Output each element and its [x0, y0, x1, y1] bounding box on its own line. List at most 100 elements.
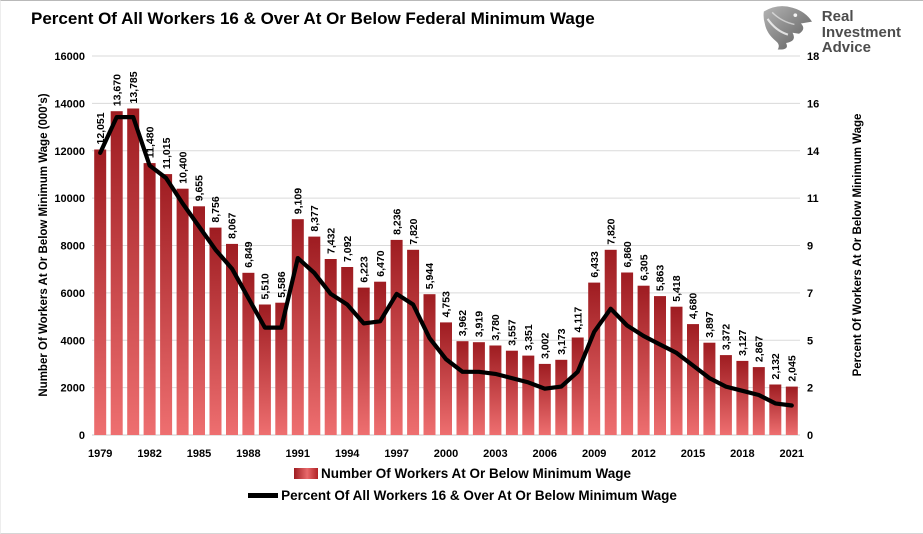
- right-axis-tick-label: 9: [807, 241, 813, 253]
- axis-tick-labels: 0 0 2000 2 4000 5 6000 7 8000 9 10000 11 12000 14 1400…: [54, 51, 820, 460]
- bar-swatch-icon: [293, 468, 318, 479]
- bar-series: [94, 108, 798, 435]
- line-series: [98, 114, 794, 408]
- bar-1982: [143, 163, 156, 435]
- bar-2019: [752, 367, 765, 435]
- x-axis-tick-label: 1979: [88, 448, 112, 460]
- bar-2020: [769, 384, 782, 435]
- legend-label-line: Percent Of All Workers 16 & Over At Or B…: [281, 488, 677, 503]
- bar-value-label: 6,305: [638, 254, 650, 280]
- left-axis-tick-label: 8000: [61, 241, 85, 253]
- right-axis-tick-label: 7: [807, 288, 813, 300]
- bar-1980: [110, 111, 123, 435]
- bar-1991: [291, 219, 304, 435]
- bar-2001: [456, 341, 469, 435]
- bar-1997: [390, 239, 403, 435]
- bar-2004: [505, 350, 518, 435]
- bar-2002: [472, 342, 485, 435]
- bar-value-label: 6,433: [589, 251, 601, 277]
- bar-2003: [489, 345, 502, 435]
- left-axis-tick-label: 2000: [61, 383, 85, 395]
- bar-value-label: 7,820: [408, 218, 420, 244]
- right-axis-tick-label: 14: [807, 146, 820, 158]
- bar-1989: [258, 304, 271, 435]
- right-axis-tick-label: 16: [807, 98, 819, 110]
- bar-value-label: 8,377: [309, 205, 321, 231]
- eagle-icon: [759, 5, 815, 60]
- combo-chart: 12,051 13,670 13,785 11,480 11,015 10,400 9,65…: [38, 51, 864, 460]
- bar-value-label: 5,510: [260, 273, 272, 299]
- right-axis-tick-label: 2: [807, 383, 813, 395]
- bar-value-label: 6,849: [243, 241, 255, 267]
- bar-value-label: 4,680: [688, 293, 700, 319]
- bar-1979: [94, 149, 107, 435]
- bar-2011: [621, 272, 634, 435]
- line-swatch-icon: [248, 493, 279, 498]
- x-axis-tick-label: 2021: [780, 448, 804, 460]
- logo-line-1: Real: [821, 8, 854, 26]
- bar-value-label: 4,753: [441, 291, 453, 317]
- bar-2008: [571, 337, 584, 435]
- bar-value-label: 5,586: [276, 271, 288, 297]
- bar-value-label: 12,051: [95, 112, 107, 144]
- bar-value-label: 6,223: [358, 256, 370, 282]
- bar-2017: [719, 355, 732, 435]
- x-axis-tick-label: 1994: [335, 448, 360, 460]
- bar-value-label: 7,092: [342, 236, 354, 262]
- left-axis-tick-label: 4000: [61, 335, 85, 347]
- chart-title: Percent Of All Workers 16 & Over At Or B…: [31, 9, 595, 28]
- bar-value-label: 3,919: [474, 311, 486, 337]
- bar-value-label: 13,785: [128, 71, 140, 103]
- bar-value-label: 3,962: [457, 310, 469, 336]
- bar-value-label: 2,867: [754, 336, 766, 362]
- bar-value-label: 2,045: [787, 355, 799, 381]
- legend-label-bars: Number Of Workers At Or Below Minimum Wa…: [320, 466, 632, 481]
- x-axis-tick-label: 1982: [137, 448, 161, 460]
- x-axis-tick-label: 2006: [533, 448, 557, 460]
- right-axis-tick-label: 18: [807, 51, 819, 63]
- bar-1981: [127, 108, 140, 435]
- x-axis-tick-label: 2015: [681, 448, 705, 460]
- percent-line: [98, 114, 794, 408]
- bar-value-label: 6,860: [622, 241, 634, 267]
- left-axis-tick-label: 14000: [54, 98, 85, 110]
- x-axis-tick-label: 2012: [631, 448, 655, 460]
- bar-2021: [785, 386, 798, 435]
- left-axis-tick-label: 12000: [54, 146, 85, 158]
- bar-value-label: 8,756: [210, 196, 222, 222]
- bar-value-label: 3,372: [721, 324, 733, 350]
- bar-value-label: 9,109: [293, 188, 305, 214]
- bar-2014: [670, 306, 683, 435]
- bar-2016: [703, 342, 716, 435]
- bar-value-label: 3,351: [523, 324, 535, 350]
- bar-2018: [736, 360, 749, 435]
- bar-1984: [176, 188, 189, 435]
- chart-legend: Number Of Workers At Or Below Minimum Wa…: [1, 466, 923, 503]
- real-investment-advice-logo: Real Investment Advice: [759, 5, 901, 60]
- left-axis-title: Number Of Workers At Or Below Minimum Wa…: [38, 93, 50, 396]
- bar-1990: [275, 302, 288, 435]
- bar-value-label: 4,117: [572, 307, 584, 333]
- bar-value-label: 11,015: [161, 137, 173, 169]
- bar-1996: [374, 281, 387, 435]
- logo-line-2: Investment: [821, 23, 901, 41]
- bar-value-label: 3,557: [507, 319, 519, 345]
- bar-value-label: 3,780: [490, 314, 502, 340]
- bar-1985: [193, 206, 205, 435]
- x-axis-tick-label: 2003: [483, 448, 507, 460]
- legend-item-bars: Number Of Workers At Or Below Minimum Wa…: [293, 466, 632, 481]
- bar-value-label: 5,944: [424, 263, 436, 289]
- bar-value-label: 13,670: [111, 74, 123, 106]
- x-axis-tick-label: 1988: [236, 448, 260, 460]
- bar-value-labels: 12,051 13,670 13,785 11,480 11,015 10,400 9,65…: [95, 71, 799, 381]
- bar-1994: [341, 267, 354, 435]
- bar-value-label: 5,863: [655, 265, 667, 291]
- left-axis-tick-label: 16000: [54, 51, 85, 63]
- bar-2010: [604, 249, 617, 435]
- logo-wordmark: Real Investment Advice: [822, 9, 901, 56]
- bar-2009: [588, 282, 601, 435]
- x-axis-tick-label: 1997: [384, 448, 408, 460]
- right-axis-title: Percent Of Workers At Or Below Minimum W…: [852, 114, 864, 377]
- bar-2005: [522, 355, 535, 435]
